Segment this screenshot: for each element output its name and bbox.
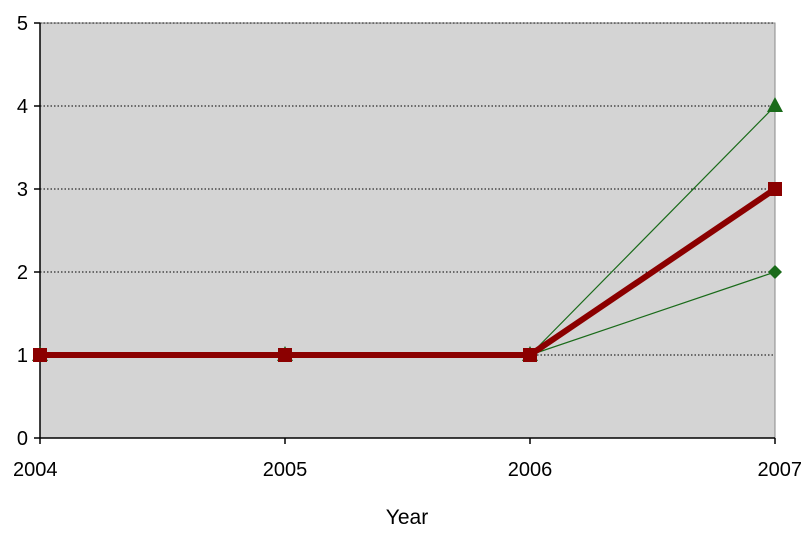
y-tick-label-1: 1 [17,345,28,367]
x-tick-label-2005: 2005 [263,459,308,481]
marker-diamond-2007 [768,265,782,279]
marker-square-2004 [33,348,47,362]
x-tick-label-2007: 2007 [758,459,803,481]
marker-square-2007 [768,182,782,196]
axes [34,22,776,444]
plot-area [39,22,776,439]
series-2 [33,182,782,362]
marker-square-2006 [523,348,537,362]
y-tick-label-5: 5 [17,13,28,35]
y-tick-label-4: 4 [17,96,28,118]
y-tick-label-0: 0 [17,428,28,450]
series-line-2 [40,186,777,358]
marker-square-2005 [278,348,292,362]
x-tick-label-2006: 2006 [508,459,553,481]
y-tick-label-2: 2 [17,262,28,284]
x-tick-label-2004: 2004 [13,459,58,481]
series-group [32,97,783,362]
x-axis-title: Year [386,506,428,529]
tick-labels: 0 1 2 3 4 5 2004 2005 2006 2007 [13,13,802,481]
y-tick-label-3: 3 [17,179,28,201]
marker-triangle-2007 [767,97,783,112]
